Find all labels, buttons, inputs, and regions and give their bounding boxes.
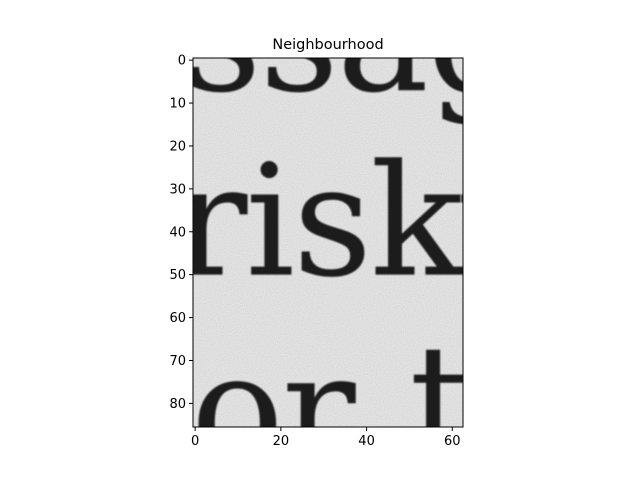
y-tick-label: 70 [169,354,186,369]
chart-title: Neighbourhood [272,37,383,53]
x-tick-label: 0 [191,434,199,449]
x-tick-label: 60 [444,434,461,449]
x-tick-label: 20 [273,434,290,449]
y-tick-label: 0 [178,54,186,69]
image-text-fragment: t [409,313,470,480]
image-text-fragment: ssag [182,0,524,127]
y-tick-label: 50 [169,268,186,283]
y-tick-label: 10 [169,97,186,112]
y-tick-label: 60 [169,311,186,326]
y-tick-label: 20 [169,139,186,154]
x-axis: 0 20 40 60 [191,427,461,449]
y-tick-label: 80 [169,397,186,412]
axes-frame [192,57,464,428]
y-tick-label: 40 [169,225,186,240]
y-axis: 0 10 20 30 40 50 60 70 80 [169,54,193,412]
image-text-fragment: risky [174,133,549,312]
x-tick-label: 40 [358,434,375,449]
y-tick-label: 30 [169,182,186,197]
image-text-fragment: or [191,321,356,480]
image-grain [193,58,463,427]
